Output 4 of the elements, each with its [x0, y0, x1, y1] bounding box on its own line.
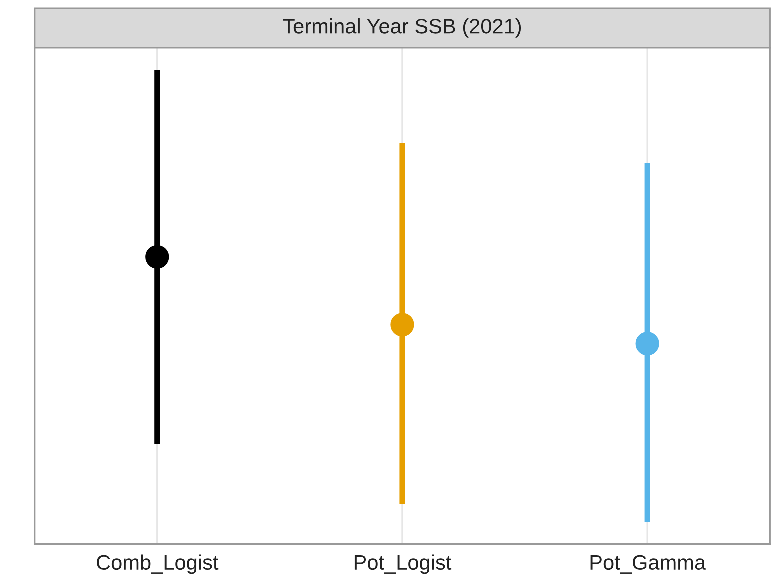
x-tick-label: Pot_Gamma — [590, 555, 706, 574]
x-tick-label: Pot_Logist — [354, 554, 452, 574]
x-tick-label: Comb_Logist — [97, 554, 219, 574]
chart-title: Terminal Year SSB (2021) — [283, 18, 522, 38]
